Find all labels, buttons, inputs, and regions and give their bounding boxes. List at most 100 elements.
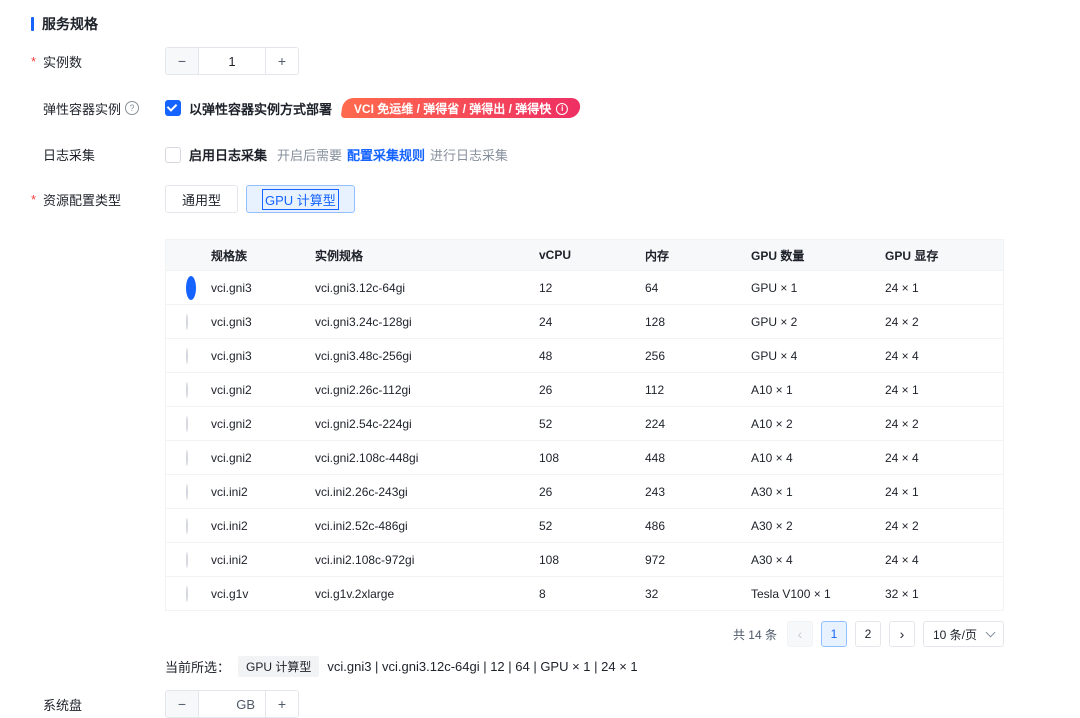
log-hint-after: 进行日志采集 xyxy=(430,148,509,163)
table-row[interactable]: vci.g1v vci.g1v.2xlarge 8 32 Tesla V100 … xyxy=(166,576,1003,610)
cell-gpu-count: A30 × 4 xyxy=(751,552,793,567)
col-spec: 实例规格 xyxy=(315,248,364,263)
cell-gpu-vram: 24 × 4 xyxy=(885,450,919,465)
current-selection-value: vci.gni3 | vci.gni3.12c-64gi | 12 | 64 |… xyxy=(327,659,638,674)
cell-gpu-vram: 24 × 4 xyxy=(885,348,919,363)
table-row[interactable]: vci.gni3 vci.gni3.24c-128gi 24 128 GPU ×… xyxy=(166,304,1003,338)
log-checkbox-label: 启用日志采集 xyxy=(189,148,268,163)
increment-button[interactable]: + xyxy=(265,691,298,717)
spec-table-header: 规格族 实例规格 vCPU 内存 GPU 数量 GPU 显存 xyxy=(166,240,1003,270)
cell-gpu-count: Tesla V100 × 1 xyxy=(751,586,831,601)
cell-spec: vci.gni2.54c-224gi xyxy=(315,416,412,431)
decrement-button[interactable]: − xyxy=(166,48,199,74)
section-header: 服务规格 xyxy=(31,14,1080,34)
system-disk-row: 系统盘 − GB + xyxy=(31,690,1080,718)
table-row[interactable]: vci.ini2 vci.ini2.52c-486gi 52 486 A30 ×… xyxy=(166,508,1003,542)
cell-family: vci.gni2 xyxy=(211,382,252,397)
table-row[interactable]: vci.ini2 vci.ini2.26c-243gi 26 243 A30 ×… xyxy=(166,474,1003,508)
radio-button[interactable] xyxy=(186,551,188,568)
cell-spec: vci.ini2.108c-972gi xyxy=(315,552,415,567)
cell-family: vci.gni3 xyxy=(211,348,252,363)
cell-family: vci.ini2 xyxy=(211,518,248,533)
cell-vcpu: 26 xyxy=(539,484,553,499)
cell-memory: 448 xyxy=(645,450,666,465)
cell-spec: vci.gni2.26c-112gi xyxy=(315,382,411,397)
radio-button[interactable] xyxy=(186,347,188,364)
cell-gpu-vram: 24 × 4 xyxy=(885,552,919,567)
cell-vcpu: 48 xyxy=(539,348,553,363)
table-row[interactable]: vci.gni3 vci.gni3.12c-64gi 12 64 GPU × 1… xyxy=(166,270,1003,304)
vci-promo-badge: VCI 免运维 / 弹得省 / 弹得出 / 弹得快 i xyxy=(340,98,582,118)
instance-count-input[interactable]: 1 xyxy=(199,48,265,74)
type-button-gpu[interactable]: GPU 计算型 xyxy=(246,185,355,213)
radio-button[interactable] xyxy=(186,585,188,602)
check-icon xyxy=(166,101,178,112)
cell-vcpu: 108 xyxy=(539,552,560,567)
page-button-2[interactable]: 2 xyxy=(854,621,881,647)
radio-button[interactable] xyxy=(186,415,188,432)
table-row[interactable]: vci.gni2 vci.gni2.108c-448gi 108 448 A10… xyxy=(166,440,1003,474)
cell-gpu-count: A10 × 2 xyxy=(751,416,793,431)
cell-gpu-vram: 24 × 1 xyxy=(885,484,919,499)
page-button-1[interactable]: 1 xyxy=(820,621,847,647)
cell-memory: 224 xyxy=(645,416,666,431)
decrement-button[interactable]: − xyxy=(166,691,199,717)
log-collection-checkbox[interactable] xyxy=(165,146,181,163)
table-row[interactable]: vci.gni2 vci.gni2.26c-112gi 26 112 A10 ×… xyxy=(166,372,1003,406)
cell-family: vci.g1v xyxy=(211,586,249,601)
cell-memory: 32 xyxy=(645,586,659,601)
cell-gpu-vram: 24 × 2 xyxy=(885,518,919,533)
cell-spec: vci.gni2.108c-448gi xyxy=(315,450,419,465)
cell-gpu-vram: 24 × 1 xyxy=(885,280,919,295)
cell-family: vci.gni2 xyxy=(211,416,252,431)
vci-checkbox-label: 以弹性容器实例方式部署 xyxy=(189,101,333,117)
radio-button-selected[interactable] xyxy=(186,275,196,300)
resource-type-row: * 资源配置类型 通用型 GPU 计算型 xyxy=(31,185,1080,213)
chevron-down-icon xyxy=(985,627,996,637)
page-title: 服务规格 xyxy=(42,16,98,32)
log-collection-label: 日志采集 xyxy=(43,148,96,163)
cell-vcpu: 108 xyxy=(539,450,560,465)
next-page-button[interactable]: › xyxy=(888,621,915,647)
spec-table: 规格族 实例规格 vCPU 内存 GPU 数量 GPU 显存 vci.gni3 … xyxy=(165,239,1004,611)
table-row[interactable]: vci.gni2 vci.gni2.54c-224gi 52 224 A10 ×… xyxy=(166,406,1003,440)
log-hint-before: 开启后需要 xyxy=(277,148,343,163)
info-icon[interactable]: i xyxy=(556,102,569,114)
cell-gpu-count: GPU × 1 xyxy=(751,280,798,295)
vci-row: 弹性容器实例 ? 以弹性容器实例方式部署 VCI 免运维 / 弹得省 / 弹得出… xyxy=(31,98,1080,118)
cell-gpu-count: A30 × 1 xyxy=(751,484,793,499)
help-icon[interactable]: ? xyxy=(125,101,140,115)
cell-family: vci.gni2 xyxy=(211,450,252,465)
cell-spec: vci.gni3.12c-64gi xyxy=(315,280,406,295)
cell-gpu-count: A10 × 1 xyxy=(751,382,793,397)
page-size-select[interactable]: 10 条/页 xyxy=(922,621,1004,647)
cell-memory: 972 xyxy=(645,552,666,567)
col-gpu-count: GPU 数量 xyxy=(751,248,805,263)
configure-collection-rules-link[interactable]: 配置采集规则 xyxy=(347,148,426,163)
col-memory: 内存 xyxy=(645,248,670,263)
cell-family: vci.gni3 xyxy=(211,280,252,295)
vci-checkbox[interactable] xyxy=(165,100,181,116)
cell-vcpu: 8 xyxy=(539,586,546,601)
prev-page-button[interactable]: ‹ xyxy=(786,621,813,647)
type-button-general[interactable]: 通用型 xyxy=(165,185,239,213)
cell-memory: 128 xyxy=(645,314,666,329)
current-selection-label: 当前所选： xyxy=(165,660,231,675)
radio-button[interactable] xyxy=(186,313,188,330)
pagination: 共 14 条 ‹ 1 2 › 10 条/页 xyxy=(165,621,1004,647)
radio-button[interactable] xyxy=(186,517,188,534)
cell-vcpu: 12 xyxy=(539,280,553,295)
table-row[interactable]: vci.gni3 vci.gni3.48c-256gi 48 256 GPU ×… xyxy=(166,338,1003,372)
system-disk-input[interactable]: GB xyxy=(199,691,265,717)
radio-button[interactable] xyxy=(186,381,188,398)
cell-vcpu: 52 xyxy=(539,518,553,533)
system-disk-label: 系统盘 xyxy=(43,697,83,713)
radio-button[interactable] xyxy=(186,483,188,500)
cell-spec: vci.ini2.52c-486gi xyxy=(315,518,408,533)
radio-button[interactable] xyxy=(186,449,188,466)
cell-spec: vci.gni3.48c-256gi xyxy=(315,348,412,363)
table-row[interactable]: vci.ini2 vci.ini2.108c-972gi 108 972 A30… xyxy=(166,542,1003,576)
cell-gpu-count: A10 × 4 xyxy=(751,450,793,465)
increment-button[interactable]: + xyxy=(265,48,298,74)
